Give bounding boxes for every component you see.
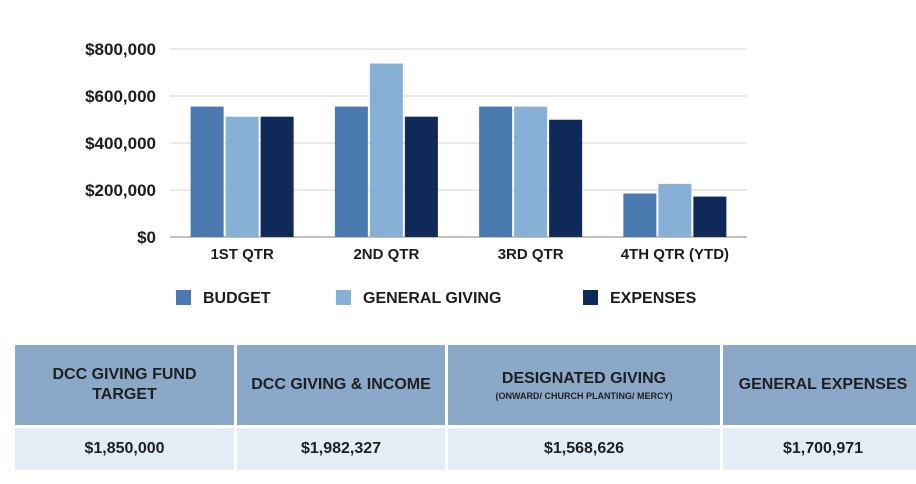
bar-expenses bbox=[260, 116, 294, 237]
summary-header-general-expenses: GENERAL EXPENSES bbox=[723, 345, 916, 428]
legend-swatch bbox=[583, 290, 598, 305]
x-axis: 1ST QTR 2ND QTR 3RD QTR 4TH QTR (YTD) bbox=[210, 246, 729, 263]
summary-header-designated-giving: DESIGNATED GIVING (ONWARD/ CHURCH PLANTI… bbox=[448, 345, 720, 428]
giving-summary-table: DCC GIVING FUND TARGET DCC GIVING & INCO… bbox=[12, 345, 916, 470]
summary-value-fund-target: $1,850,000 bbox=[15, 428, 234, 470]
summary-value-giving-income: $1,982,327 bbox=[237, 428, 445, 470]
x-tick-label: 1ST QTR bbox=[210, 246, 274, 263]
x-tick-label: 4TH QTR (YTD) bbox=[621, 246, 729, 263]
summary-header-title: DESIGNATED GIVING bbox=[501, 369, 667, 387]
bar-expenses bbox=[693, 196, 727, 237]
chart-bars bbox=[190, 63, 727, 237]
bar-budget bbox=[190, 106, 224, 237]
summary-header-row: DCC GIVING FUND TARGET DCC GIVING & INCO… bbox=[15, 345, 916, 428]
legend-label: BUDGET bbox=[203, 290, 271, 307]
bar-general-giving bbox=[225, 116, 259, 237]
summary-value-general-expenses: $1,700,971 bbox=[723, 428, 916, 470]
budget-bar-chart: $0 $200,000 $400,000 $600,000 $800,000 1ST Q… bbox=[85, 40, 747, 307]
summary-header-title: GENERAL EXPENSES bbox=[738, 376, 908, 393]
legend-label: GENERAL GIVING bbox=[363, 290, 501, 307]
summary-value-designated-giving: $1,568,626 bbox=[448, 428, 720, 470]
legend-label: EXPENSES bbox=[610, 290, 697, 307]
bar-budget bbox=[334, 106, 368, 237]
y-axis: $0 $200,000 $400,000 $600,000 $800,000 bbox=[85, 40, 156, 247]
y-tick-label: $400,000 bbox=[85, 134, 156, 153]
bar-expenses bbox=[549, 119, 583, 237]
summary-header-giving-income: DCC GIVING & INCOME bbox=[237, 345, 445, 428]
bar-general-giving bbox=[514, 106, 548, 237]
bar-budget bbox=[623, 193, 657, 237]
bar-expenses bbox=[404, 116, 438, 237]
legend-swatch bbox=[336, 290, 351, 305]
bar-budget bbox=[479, 106, 513, 237]
chart-legend: BUDGET GENERAL GIVING EXPENSES bbox=[176, 290, 697, 307]
bar-general-giving bbox=[658, 183, 692, 237]
x-tick-label: 3RD QTR bbox=[498, 246, 564, 263]
x-tick-label: 2ND QTR bbox=[353, 246, 419, 263]
y-tick-label: $200,000 bbox=[85, 181, 156, 200]
y-tick-label: $600,000 bbox=[85, 87, 156, 106]
y-tick-label: $0 bbox=[137, 228, 156, 247]
summary-header-fund-target: DCC GIVING FUND TARGET bbox=[15, 345, 234, 428]
legend-swatch bbox=[176, 290, 191, 305]
bar-general-giving bbox=[369, 63, 403, 237]
summary-header-subtitle: (ONWARD/ CHURCH PLANTING/ MERCY) bbox=[495, 390, 673, 401]
summary-value-row: $1,850,000 $1,982,327 $1,568,626 $1,700,… bbox=[15, 428, 916, 470]
summary-header-title: DCC GIVING FUND TARGET bbox=[52, 366, 197, 403]
y-tick-label: $800,000 bbox=[85, 40, 156, 59]
summary-header-title: DCC GIVING & INCOME bbox=[251, 376, 431, 393]
